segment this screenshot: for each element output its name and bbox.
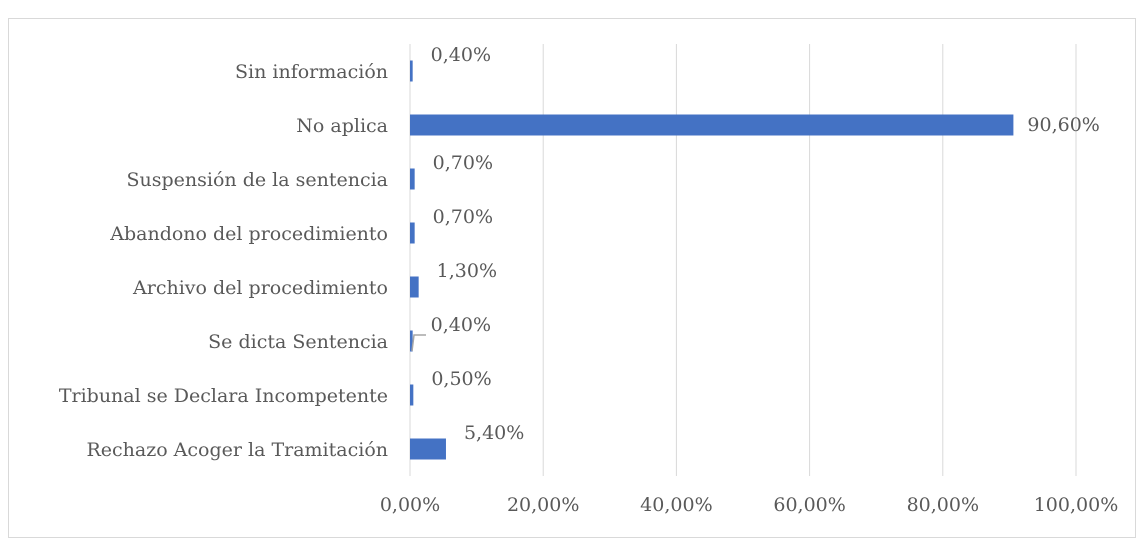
category-label: Archivo del procedimiento <box>132 277 388 299</box>
x-tick-label: 80,00% <box>907 494 979 516</box>
x-tick-label: 60,00% <box>773 494 845 516</box>
category-label: Rechazo Acoger la Tramitación <box>86 439 388 461</box>
bar <box>410 438 446 460</box>
leader-line <box>411 334 426 352</box>
category-label: Abandono del procedimiento <box>109 223 388 245</box>
data-labels: 0,40% 90,60% 0,70% 0,70% 1,30% 0,40% 0,50% 5,40… <box>411 44 1100 444</box>
data-label: 0,70% <box>433 206 493 228</box>
category-label: Suspensión de la sentencia <box>127 169 388 191</box>
bar <box>410 114 1014 136</box>
data-label: 0,70% <box>433 152 493 174</box>
bar <box>410 276 419 298</box>
data-label: 90,60% <box>1027 114 1099 136</box>
data-label: 0,40% <box>431 44 491 66</box>
bar-chart: 0,40% 90,60% 0,70% 0,70% 1,30% 0,40% 0,50% 5,40… <box>59 44 1118 516</box>
bar <box>410 330 413 352</box>
x-tick-label: 0,00% <box>380 494 440 516</box>
category-labels: Sin información No aplica Suspensión de la… <box>59 61 388 461</box>
category-label: Se dicta Sentencia <box>208 331 388 353</box>
data-label: 0,50% <box>431 368 491 390</box>
data-label: 5,40% <box>464 422 524 444</box>
x-tick-label: 40,00% <box>640 494 712 516</box>
bar <box>410 60 413 82</box>
category-label: No aplica <box>296 115 388 137</box>
bar <box>410 222 415 244</box>
category-label: Tribunal se Declara Incompetente <box>59 385 388 407</box>
grid-lines <box>409 44 1077 476</box>
category-label: Sin información <box>235 61 388 83</box>
bars <box>410 60 1014 460</box>
data-label: 0,40% <box>431 314 491 336</box>
data-label: 1,30% <box>437 260 497 282</box>
x-tick-label: 20,00% <box>507 494 579 516</box>
x-tick-label: 100,00% <box>1034 494 1119 516</box>
bar <box>410 168 415 190</box>
bar <box>410 384 414 406</box>
x-tick-labels: 0,00% 20,00% 40,00% 60,00% 80,00% 100,00% <box>380 494 1118 516</box>
